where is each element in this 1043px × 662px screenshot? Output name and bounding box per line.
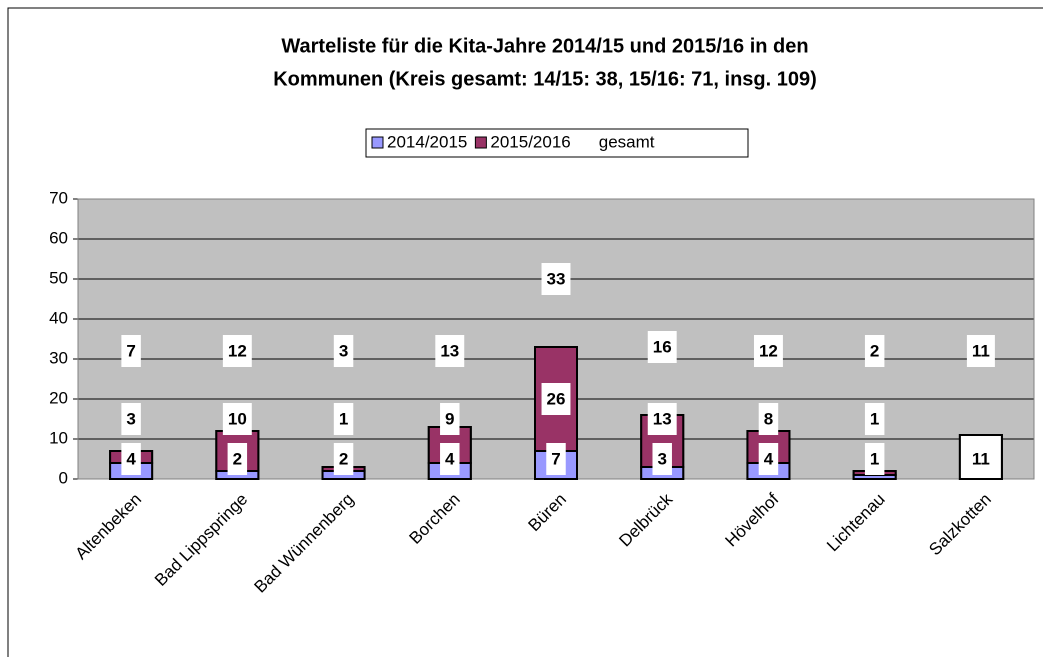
data-label: 7 [551, 449, 560, 468]
data-label: 26 [547, 389, 566, 408]
y-tick-label: 20 [49, 388, 68, 407]
data-label: 11 [972, 449, 990, 468]
data-label: 11 [972, 341, 990, 360]
data-label-box [647, 403, 677, 435]
data-label-box [966, 335, 995, 367]
y-tick-label: 50 [49, 268, 68, 287]
data-label: 2 [339, 449, 348, 468]
data-label: 33 [547, 269, 566, 288]
data-label: 13 [440, 341, 459, 360]
y-tick-label: 60 [49, 228, 68, 247]
y-tick-label: 40 [49, 308, 68, 327]
data-label: 1 [870, 449, 879, 468]
data-label-box [758, 443, 779, 475]
legend-label: 2014/2015 [387, 132, 467, 151]
data-label: 1 [870, 409, 879, 428]
data-label-box [121, 335, 141, 367]
data-label-box [546, 443, 566, 475]
legend-label: gesamt [599, 132, 655, 151]
data-label-box [541, 263, 571, 295]
data-label-box [864, 443, 885, 475]
data-label-box [864, 403, 885, 435]
data-label: 3 [339, 341, 348, 360]
data-label-box [121, 403, 141, 435]
data-label: 12 [759, 341, 778, 360]
data-label: 9 [445, 409, 454, 428]
data-label-box [647, 331, 677, 363]
legend-label: 2015/2016 [490, 132, 570, 151]
data-label-box [333, 403, 354, 435]
data-label-box [435, 335, 465, 367]
data-label: 1 [339, 409, 348, 428]
data-label: 12 [228, 341, 247, 360]
data-label: 4 [445, 449, 455, 468]
data-label: 4 [126, 449, 136, 468]
y-tick-label: 70 [49, 188, 68, 207]
data-label-box [966, 443, 995, 475]
data-label-box [333, 443, 354, 475]
data-label-box [222, 403, 252, 435]
y-tick-label: 30 [49, 348, 68, 367]
data-label-box [440, 443, 460, 475]
y-tick-label: 10 [49, 428, 68, 447]
data-label: 16 [653, 337, 672, 356]
data-label-box [227, 443, 248, 475]
legend [365, 128, 749, 158]
data-label: 13 [653, 409, 672, 428]
data-label-box [864, 335, 885, 367]
data-label-box [222, 335, 252, 367]
data-label: 3 [126, 409, 135, 428]
data-label: 3 [657, 449, 666, 468]
data-label: 4 [764, 449, 774, 468]
chart-subtitle: Kommunen (Kreis gesamt: 14/15: 38, 15/16… [273, 68, 817, 90]
data-label-box [121, 443, 141, 475]
data-label: 8 [764, 409, 773, 428]
chart-title: Warteliste für die Kita-Jahre 2014/15 un… [281, 35, 808, 57]
data-label-box [333, 335, 354, 367]
data-label: 10 [228, 409, 247, 428]
data-label: 2 [870, 341, 879, 360]
data-label: 2 [233, 449, 242, 468]
data-label-box [440, 403, 460, 435]
y-tick-label: 0 [59, 468, 68, 487]
legend-swatch [474, 136, 487, 149]
data-label-box [652, 443, 672, 475]
data-label-box [753, 335, 783, 367]
data-label-box [758, 403, 779, 435]
legend-swatch [371, 136, 384, 149]
data-label-box [541, 383, 571, 415]
data-label: 7 [126, 341, 135, 360]
